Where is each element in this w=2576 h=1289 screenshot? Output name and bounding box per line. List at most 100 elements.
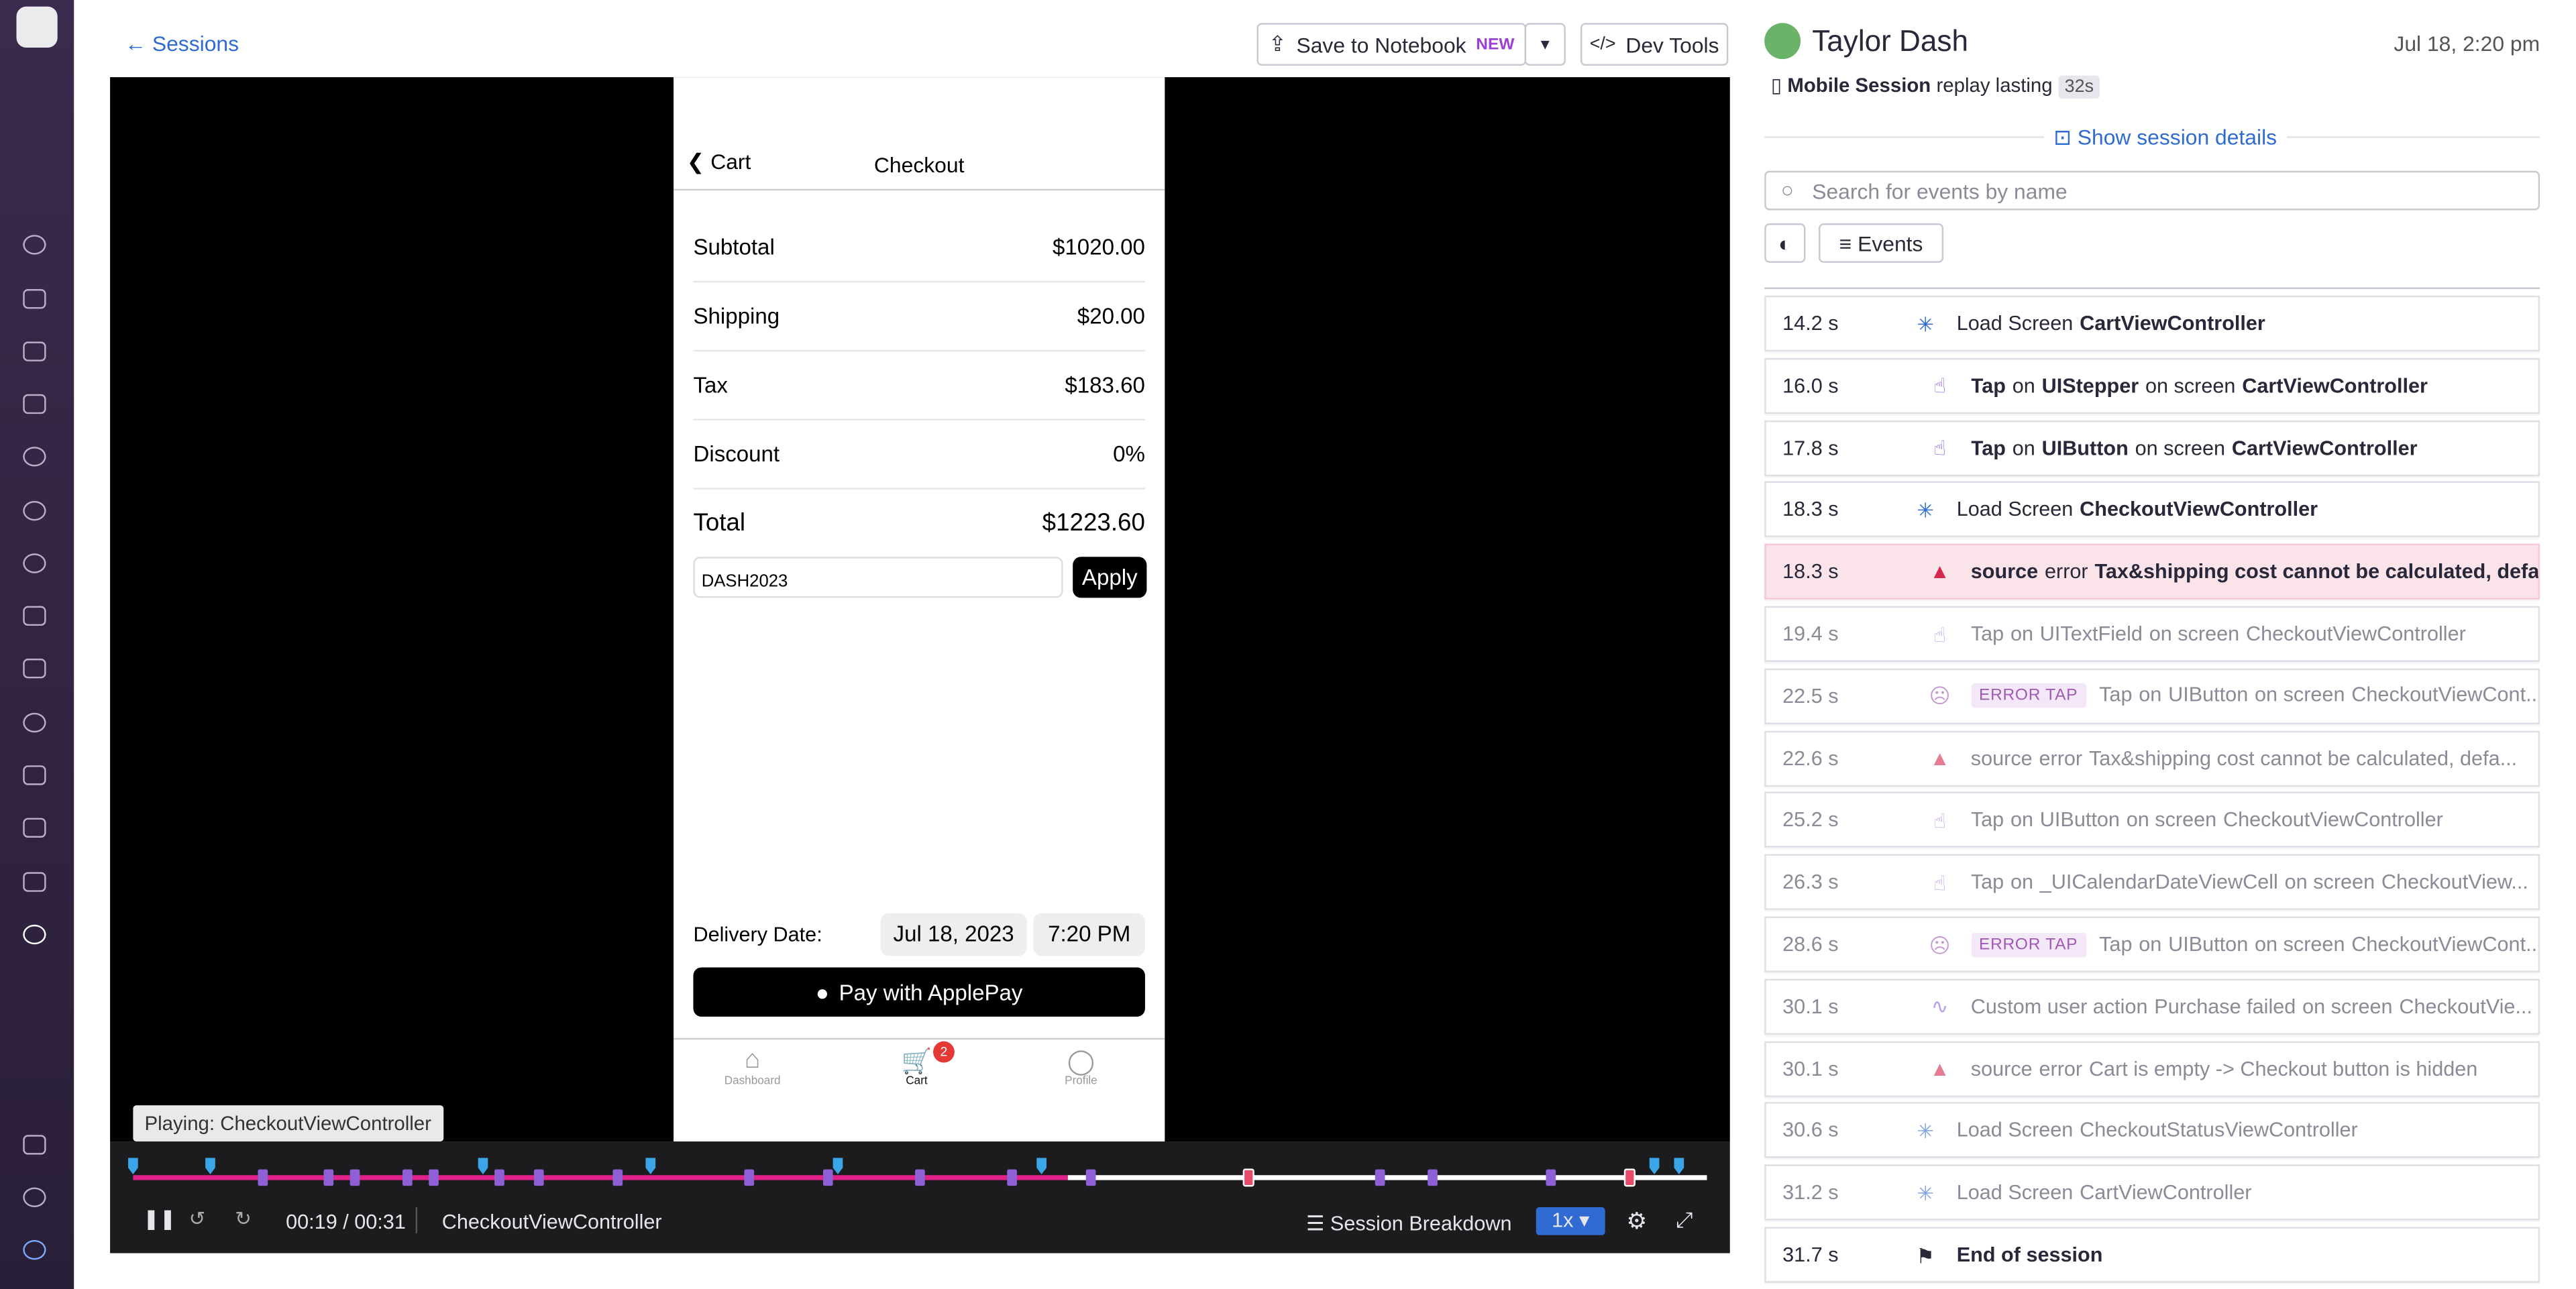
load-marker: [478, 1158, 488, 1175]
event-row[interactable]: 22.6 s ▲ source error Tax&shipping cost cann…: [1764, 730, 2540, 787]
nav-icon[interactable]: [23, 606, 46, 626]
search-box[interactable]: ○ Search for events by name: [1764, 170, 2540, 211]
nav-icon[interactable]: [23, 394, 46, 414]
event-row[interactable]: 30.6 s ✳ Load Screen CheckoutStatusViewCont…: [1764, 1103, 2540, 1159]
dev-tools-button[interactable]: </> Dev Tools: [1580, 23, 1729, 66]
event-part: on screen: [2302, 995, 2393, 1018]
load-marker: [1036, 1158, 1047, 1175]
event-marker: [1546, 1169, 1556, 1186]
tab-label: Profile: [1065, 1076, 1097, 1088]
filter-toggle[interactable]: ◐: [1764, 223, 1806, 263]
event-row[interactable]: 14.2 s ✳ Load Screen CartViewController: [1764, 295, 2540, 352]
event-row[interactable]: 17.8 s ☝ Tap on UIButton on screen CartViewCon…: [1764, 419, 2540, 476]
event-time: 18.3 s: [1782, 498, 1839, 522]
rewind-button[interactable]: ↺: [189, 1207, 206, 1231]
event-part: Tap: [1970, 622, 2004, 646]
session-breakdown[interactable]: ☰ Session Breakdown: [1305, 1212, 1512, 1235]
price-label: Subtotal: [693, 233, 775, 259]
nav-icon[interactable]: [23, 341, 46, 361]
nav-icon[interactable]: [23, 659, 46, 679]
tab-divider: [674, 1038, 1165, 1040]
nav-icon[interactable]: [23, 765, 46, 785]
nav-icon[interactable]: [23, 924, 46, 945]
nav-icon[interactable]: [23, 872, 46, 892]
event-time: 22.6 s: [1782, 746, 1839, 770]
nav-icon[interactable]: [23, 1187, 46, 1208]
events-button[interactable]: ≡ Events: [1819, 223, 1944, 263]
pause-button[interactable]: ❚❚: [143, 1207, 176, 1231]
event-part: on: [2139, 932, 2162, 956]
event-part: Purchase failed: [2154, 995, 2296, 1018]
price-value: $20.00: [1077, 302, 1145, 328]
duration-badge: 32s: [2057, 75, 2100, 99]
event-icon: ▲: [1929, 1057, 1950, 1080]
back-text[interactable]: Sessions: [152, 31, 239, 56]
session-info: ▯ Mobile Session replay lasting 32s: [1771, 74, 2100, 99]
price-row: Tax $183.60: [693, 350, 1145, 421]
event-row[interactable]: 25.2 s ☝ Tap on UIButton on screen CheckoutVie…: [1764, 792, 2540, 848]
event-row[interactable]: 31.2 s ✳ Load Screen CartViewController: [1764, 1164, 2540, 1221]
event-row[interactable]: 30.1 s ∿ Custom user action Purchase failed…: [1764, 978, 2540, 1035]
save-button[interactable]: ⇪ Save to Notebook NEW: [1256, 23, 1527, 66]
load-marker: [128, 1158, 138, 1175]
promo-input: DASH2023: [693, 557, 1063, 598]
nav-icon[interactable]: [23, 447, 46, 467]
event-marker: [258, 1169, 268, 1186]
nav-icon[interactable]: [23, 818, 46, 838]
events-text[interactable]: Events: [1858, 231, 1923, 256]
speed-text[interactable]: 1x: [1552, 1209, 1574, 1232]
breakdown-text[interactable]: Session Breakdown: [1330, 1212, 1512, 1235]
event-icon: ☝: [1933, 809, 1946, 833]
nav-icon[interactable]: [23, 500, 46, 521]
event-text: Load Screen CartViewController: [1957, 1181, 2532, 1204]
nav-icon[interactable]: [23, 553, 46, 573]
event-part: CheckoutViewCont...: [2351, 683, 2538, 707]
event-part: on: [2139, 683, 2162, 707]
details-text[interactable]: Show session details: [2077, 125, 2277, 150]
event-row[interactable]: 26.3 s ☝ Tap on _UICalendarDateViewCell on sc…: [1764, 854, 2540, 911]
event-text: source error Tax&shipping cost cannot be c…: [1971, 561, 2538, 583]
event-icon: ✳: [1917, 1182, 1935, 1205]
cart-back-text: Cart: [710, 149, 751, 174]
event-part: Tap: [1970, 374, 2006, 398]
event-row[interactable]: 16.0 s ☝ Tap on UIStepper on screen CartViewCo…: [1764, 357, 2540, 414]
event-row[interactable]: 28.6 s ☹ ERROR TAP Tap on UIButton on screen Ch…: [1764, 916, 2540, 972]
event-marker: [402, 1169, 413, 1186]
event-row[interactable]: 18.3 s ▲ source error Tax&shipping cost cann…: [1764, 544, 2540, 600]
event-part: CartViewController: [2231, 436, 2418, 459]
forward-button[interactable]: ↻: [235, 1207, 252, 1231]
event-row[interactable]: 22.5 s ☹ ERROR TAP Tap on UIButton on screen Ch…: [1764, 668, 2540, 724]
nav-icon[interactable]: [23, 235, 46, 255]
divider: [674, 188, 1165, 191]
event-part: UIButton: [2039, 808, 2120, 832]
save-text: Save to Notebook: [1296, 32, 1466, 57]
details-toggle[interactable]: ⊡ Show session details: [2043, 125, 2287, 152]
event-marker: [822, 1169, 833, 1186]
event-part: Load Screen: [1956, 312, 2074, 335]
timeline[interactable]: [110, 1141, 1730, 1207]
event-text: Tap on _UICalendarDateViewCell on screen Che…: [1971, 871, 2538, 893]
user-name: Taylor Dash: [1812, 24, 1968, 58]
event-marker: [915, 1169, 925, 1186]
nav-icon[interactable]: [23, 1135, 46, 1155]
event-time: 31.2 s: [1782, 1181, 1839, 1204]
fullscreen-button[interactable]: ⤢: [1675, 1207, 1693, 1232]
logo[interactable]: [16, 6, 58, 48]
back-link[interactable]: ← Sessions: [125, 31, 239, 56]
sidebar: Taylor Dash Jul 18, 2:20 pm ▯ Mobile Ses…: [1764, 0, 2540, 1289]
nav-icon[interactable]: [23, 712, 46, 733]
speed-select[interactable]: 1x ▾: [1536, 1207, 1605, 1235]
divider: [1764, 287, 2540, 290]
nav-icon[interactable]: [23, 289, 46, 309]
event-icon: ☝: [1933, 871, 1946, 895]
settings-button[interactable]: ⚙: [1626, 1207, 1648, 1234]
event-row[interactable]: 18.3 s ✳ Load Screen CheckoutViewController: [1764, 482, 2540, 538]
save-dropdown[interactable]: ▼: [1524, 23, 1566, 66]
pay-button: ● Pay with ApplePay: [693, 967, 1145, 1017]
event-row[interactable]: 19.4 s ☝ Tap on UITextField on screen Checkout…: [1764, 606, 2540, 662]
event-row[interactable]: 30.1 s ▲ source error Cart is empty -> Check…: [1764, 1040, 2540, 1097]
load-marker: [205, 1158, 215, 1175]
nav-icon[interactable]: [23, 1239, 46, 1260]
event-row[interactable]: 31.7 s ⚑ End of session: [1764, 1227, 2540, 1283]
event-part: Tax&shipping cost cannot be calculated, …: [2088, 746, 2518, 770]
